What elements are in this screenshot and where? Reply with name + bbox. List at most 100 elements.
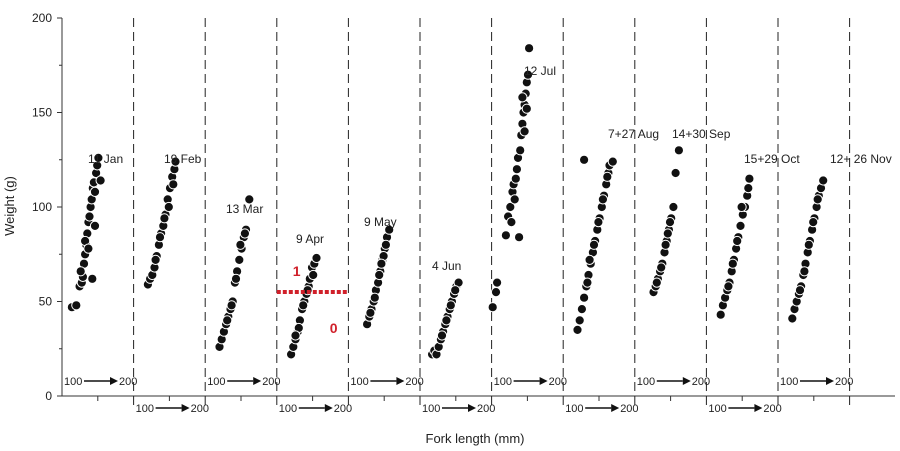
threshold-label-above: 1 bbox=[293, 263, 301, 279]
range-start-label: 100 bbox=[708, 403, 726, 415]
data-point bbox=[154, 232, 166, 243]
data-point bbox=[519, 126, 530, 137]
threshold-label-below: 0 bbox=[330, 320, 338, 336]
data-point bbox=[584, 254, 595, 265]
data-point bbox=[365, 307, 376, 318]
data-point bbox=[93, 152, 104, 163]
data-point bbox=[660, 239, 671, 250]
y-tick-label: 150 bbox=[32, 106, 52, 120]
panel-label: 9 May bbox=[364, 215, 397, 229]
data-point bbox=[607, 156, 618, 167]
range-arrow-head bbox=[110, 377, 118, 385]
data-point bbox=[510, 173, 521, 184]
range-end-label: 200 bbox=[549, 376, 567, 388]
data-point bbox=[582, 277, 593, 288]
data-point bbox=[656, 262, 667, 273]
data-point bbox=[71, 300, 82, 311]
data-point bbox=[579, 154, 590, 165]
data-point bbox=[159, 213, 170, 224]
data-point bbox=[244, 194, 255, 205]
range-start-label: 100 bbox=[637, 376, 655, 388]
data-point bbox=[505, 201, 516, 213]
data-point bbox=[369, 292, 380, 303]
range-indicators: 100 200 100 200 100 200 100 200 100 200 100 200 100 2… bbox=[64, 376, 853, 415]
x-axis-title: Fork length (mm) bbox=[426, 431, 525, 446]
y-tick-label: 100 bbox=[32, 200, 52, 214]
data-point bbox=[576, 304, 588, 315]
range-end-label: 200 bbox=[477, 403, 495, 415]
data-point bbox=[524, 43, 535, 54]
range-indicator: 100 200 bbox=[708, 403, 781, 415]
range-indicator: 100 200 bbox=[637, 376, 710, 388]
data-point bbox=[572, 324, 583, 335]
data-point bbox=[84, 211, 95, 222]
panel-label: 4 Jun bbox=[432, 259, 461, 273]
range-end-label: 200 bbox=[262, 376, 280, 388]
data-point bbox=[490, 287, 502, 298]
range-arrow-head bbox=[324, 404, 333, 412]
data-point bbox=[787, 313, 798, 324]
y-tick-label: 0 bbox=[45, 389, 52, 403]
data-point bbox=[593, 217, 604, 228]
data-point bbox=[521, 103, 532, 114]
range-indicator: 100 200 bbox=[422, 403, 495, 415]
data-point bbox=[163, 201, 174, 213]
range-arrow-head bbox=[253, 377, 262, 385]
data-point bbox=[588, 239, 600, 250]
data-point bbox=[226, 300, 237, 311]
range-start-label: 100 bbox=[136, 403, 154, 415]
data-point bbox=[374, 269, 385, 281]
data-point bbox=[445, 300, 456, 311]
data-point bbox=[75, 266, 86, 277]
y-tick-label: 50 bbox=[39, 295, 53, 309]
data-point bbox=[487, 302, 498, 313]
data-point bbox=[723, 281, 734, 292]
data-point bbox=[517, 92, 528, 103]
data-point bbox=[799, 266, 810, 277]
panel-label: 19 Feb bbox=[164, 152, 202, 166]
data-point bbox=[384, 224, 395, 235]
panel-label: 11 Jan bbox=[88, 152, 123, 166]
range-end-label: 200 bbox=[692, 376, 710, 388]
data-point bbox=[651, 277, 662, 288]
range-indicator: 100 200 bbox=[494, 376, 567, 388]
data-points bbox=[66, 43, 829, 360]
range-indicator: 100 200 bbox=[780, 376, 853, 388]
range-arrow-head bbox=[539, 377, 548, 385]
data-point bbox=[509, 194, 520, 205]
range-end-label: 200 bbox=[405, 376, 423, 388]
data-point bbox=[602, 171, 613, 182]
panel-dividers bbox=[133, 18, 851, 410]
data-point bbox=[662, 228, 673, 239]
range-end-label: 200 bbox=[763, 403, 781, 415]
data-point bbox=[235, 239, 246, 250]
data-point bbox=[492, 277, 503, 288]
y-axis-title: Weight (g) bbox=[2, 176, 17, 236]
data-point bbox=[436, 330, 448, 341]
data-point bbox=[812, 194, 823, 205]
data-point bbox=[170, 156, 181, 167]
range-indicator: 100 200 bbox=[136, 403, 209, 415]
data-point bbox=[736, 201, 747, 213]
range-arrow-head bbox=[396, 377, 405, 385]
data-point bbox=[89, 220, 101, 231]
range-arrow-head bbox=[611, 404, 620, 412]
data-point bbox=[803, 239, 814, 250]
data-point bbox=[506, 217, 517, 228]
data-point bbox=[743, 183, 754, 194]
data-point bbox=[514, 232, 525, 243]
data-point bbox=[380, 239, 391, 250]
data-point bbox=[727, 258, 738, 269]
range-start-label: 100 bbox=[780, 376, 798, 388]
panel-label: 12+ 26 Nov bbox=[830, 152, 892, 166]
data-point bbox=[500, 230, 511, 241]
y-tick-label: 200 bbox=[32, 11, 52, 25]
panel-labels: 11 Jan 19 Feb 13 Mar 9 Apr 9 May 4 Jun 12 Jul 7… bbox=[88, 64, 892, 273]
range-indicator: 100 200 bbox=[207, 376, 280, 388]
data-point bbox=[290, 330, 301, 341]
data-point bbox=[234, 254, 245, 265]
data-point bbox=[230, 273, 242, 284]
range-arrow-head bbox=[181, 404, 190, 412]
data-point bbox=[808, 217, 819, 228]
